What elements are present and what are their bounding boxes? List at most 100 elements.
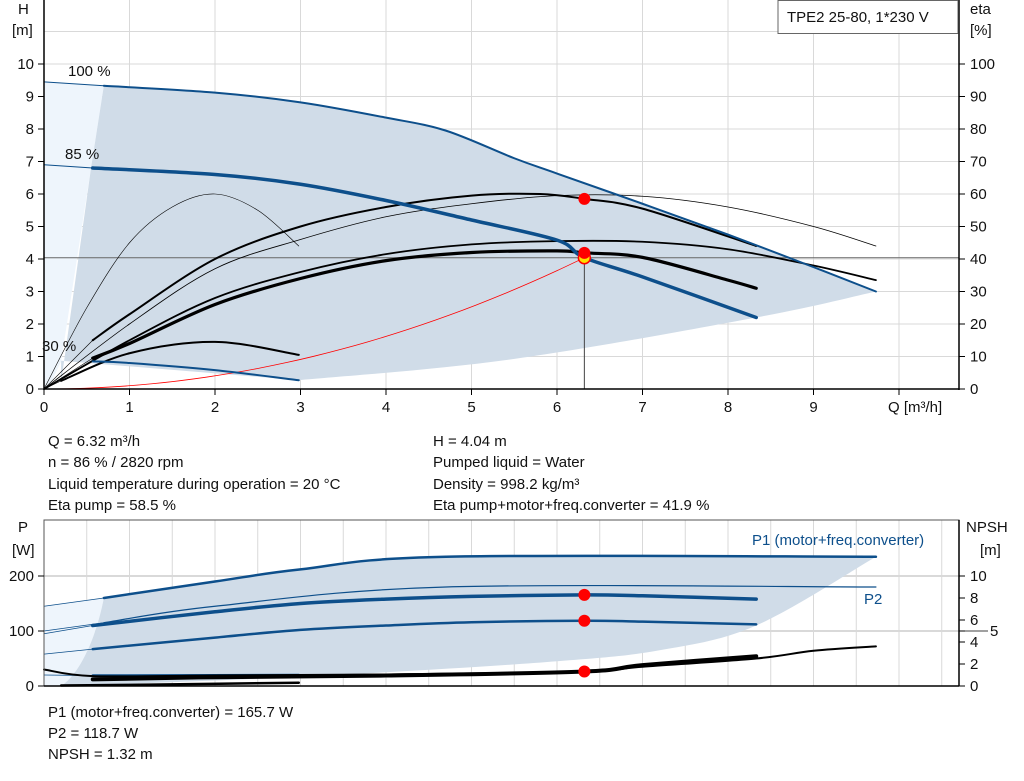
info-h: H = 4.04 m bbox=[433, 433, 507, 450]
eta-tick-label: 30 bbox=[970, 284, 987, 301]
q-tick-label: 1 bbox=[125, 399, 133, 416]
curve-h-30 bbox=[91, 360, 300, 382]
label-85-percent: 85 % bbox=[65, 146, 99, 163]
eta-tick-label: 90 bbox=[970, 89, 987, 106]
curve-p1-max-thin bbox=[43, 597, 105, 607]
h-tick-label: 8 bbox=[26, 121, 34, 138]
h-tick-label: 6 bbox=[26, 186, 34, 203]
range-light-fill bbox=[44, 81, 104, 389]
top-curves bbox=[43, 81, 959, 390]
curve-eta-30-origin bbox=[43, 380, 62, 390]
h-tick-label: 7 bbox=[26, 154, 34, 171]
npsh-tick-label: 6 bbox=[970, 612, 978, 629]
curve-h-100-thin bbox=[43, 81, 105, 87]
q-tick-label: 5 bbox=[467, 399, 475, 416]
curve-h-85 bbox=[90, 166, 758, 320]
eta-pump-marker bbox=[578, 192, 591, 205]
bottom-axes: 0 100 200 0 2 456 8 10 bbox=[9, 519, 998, 695]
npsh-tick-label: 4 bbox=[970, 634, 978, 651]
label-100-percent: 100 % bbox=[68, 63, 111, 80]
h-tick-label: 1 bbox=[26, 349, 34, 366]
q-tick-label: 6 bbox=[553, 399, 561, 416]
curve-npsh-85 bbox=[90, 654, 759, 682]
curve-p2-85-thin bbox=[43, 648, 94, 655]
eta-tick-label: 10 bbox=[970, 349, 987, 366]
curve-eta-pump-max bbox=[43, 194, 877, 390]
h-tick-label: 5 bbox=[26, 219, 34, 236]
info-p2: P2 = 118.7 W bbox=[48, 725, 139, 742]
curve-p1-max bbox=[102, 554, 878, 600]
p-tick-label: 100 bbox=[9, 623, 34, 640]
eta-tick-label: 100 bbox=[970, 56, 995, 73]
top-axes: 0 1 2 3 4 5 6 7 8 9012345678910010203040506070809… bbox=[17, 0, 995, 416]
info-eta-pump: Eta pump = 58.5 % bbox=[48, 497, 176, 514]
curve-eta-total-origin bbox=[43, 357, 93, 390]
curve-eta-total bbox=[91, 249, 758, 360]
eta-axis-unit: [%] bbox=[970, 22, 992, 39]
npsh-marker bbox=[578, 665, 591, 678]
eta-tick-label: 50 bbox=[970, 219, 987, 236]
p1-marker bbox=[578, 588, 591, 601]
curve-p2-85 bbox=[91, 619, 758, 651]
npsh-tick-label: 0 bbox=[970, 678, 978, 695]
h-axis-name: H bbox=[18, 1, 29, 18]
top-operating-range bbox=[44, 81, 876, 389]
info-bottom: P1 (motor+freq.converter) = 165.7 W P2 =… bbox=[48, 704, 294, 763]
q-tick-label: 2 bbox=[211, 399, 219, 416]
curve-h-85-thin bbox=[43, 164, 94, 169]
eta-tick-label: 0 bbox=[970, 381, 978, 398]
npsh-tick-label: 10 bbox=[970, 568, 987, 585]
h-tick-label: 4 bbox=[26, 251, 34, 268]
info-liquid: Pumped liquid = Water bbox=[433, 454, 585, 471]
q-tick-label: 7 bbox=[638, 399, 646, 416]
title-box: TPE2 25-80, 1*230 V bbox=[777, 0, 959, 34]
system-curve bbox=[43, 257, 585, 390]
h-tick-label: 3 bbox=[26, 284, 34, 301]
eta-total-marker bbox=[578, 246, 591, 259]
eta-tick-label: 70 bbox=[970, 154, 987, 171]
curve-p1-85-thin bbox=[43, 625, 94, 635]
h-tick-label: 0 bbox=[26, 381, 34, 398]
npsh-axis-unit: [m] bbox=[980, 542, 1001, 559]
p-axis-unit: [W] bbox=[12, 542, 35, 559]
p-tick-label: 200 bbox=[9, 568, 34, 585]
info-npsh: NPSH = 1.32 m bbox=[48, 746, 153, 763]
range-fill bbox=[61, 555, 876, 686]
legend-p1: P1 (motor+freq.converter) bbox=[752, 532, 924, 549]
npsh-tick-label: 5 bbox=[990, 623, 998, 640]
info-p1: P1 (motor+freq.converter) = 165.7 W bbox=[48, 704, 294, 721]
bottom-curves bbox=[43, 554, 878, 687]
npsh-tick-label: 8 bbox=[970, 590, 978, 607]
p2-marker bbox=[578, 614, 591, 627]
curve-eta-pump bbox=[91, 192, 758, 342]
info-density: Density = 998.2 kg/m³ bbox=[433, 476, 579, 493]
curve-eta-arc bbox=[43, 193, 300, 390]
eta-axis-name: eta bbox=[970, 1, 992, 18]
curve-eta-30 bbox=[60, 340, 300, 382]
eta-tick-label: 60 bbox=[970, 186, 987, 203]
q-tick-label: 8 bbox=[724, 399, 732, 416]
q-tick-label: 0 bbox=[40, 399, 48, 416]
info-q: Q = 6.32 m³/h bbox=[48, 433, 140, 450]
info-n: n = 86 % / 2820 rpm bbox=[48, 454, 184, 471]
range-fill bbox=[61, 85, 876, 383]
h-tick-label: 10 bbox=[17, 56, 34, 73]
p-tick-label: 0 bbox=[26, 678, 34, 695]
curve-p1-85 bbox=[90, 593, 758, 628]
curve-eta-pump-origin bbox=[43, 340, 93, 390]
curve-p2-max bbox=[103, 584, 877, 624]
npsh-axis-name: NPSH bbox=[966, 519, 1008, 536]
curve-h-100 bbox=[102, 84, 877, 293]
eta-tick-label: 20 bbox=[970, 316, 987, 333]
h-tick-label: 2 bbox=[26, 316, 34, 333]
p-axis-name: P bbox=[18, 519, 28, 536]
q-tick-label: 4 bbox=[382, 399, 390, 416]
info-top: Q = 6.32 m³/h n = 86 % / 2820 rpm Liquid… bbox=[48, 433, 709, 514]
q-tick-label: 9 bbox=[809, 399, 817, 416]
q-axis-label: Q [m³/h] bbox=[888, 399, 942, 416]
q-tick-label: 3 bbox=[296, 399, 304, 416]
eta-tick-label: 40 bbox=[970, 251, 987, 268]
info-eta-total: Eta pump+motor+freq.converter = 41.9 % bbox=[433, 497, 709, 514]
label-30-percent: 30 % bbox=[42, 338, 76, 355]
